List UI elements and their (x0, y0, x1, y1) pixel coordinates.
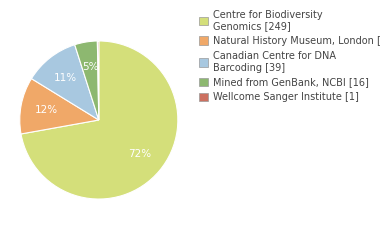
Text: 5%: 5% (82, 62, 98, 72)
Wedge shape (20, 79, 99, 134)
Wedge shape (97, 41, 99, 120)
Text: 12%: 12% (35, 105, 57, 115)
Text: 72%: 72% (128, 150, 152, 160)
Wedge shape (32, 45, 99, 120)
Wedge shape (75, 41, 99, 120)
Legend: Centre for Biodiversity
Genomics [249], Natural History Museum, London [40], Can: Centre for Biodiversity Genomics [249], … (199, 10, 380, 102)
Wedge shape (21, 41, 178, 199)
Text: 11%: 11% (54, 73, 77, 83)
